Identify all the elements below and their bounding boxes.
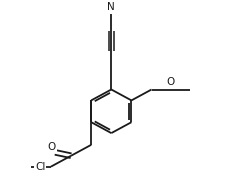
Text: O: O bbox=[47, 142, 56, 152]
Text: Cl: Cl bbox=[35, 163, 45, 172]
Text: O: O bbox=[166, 77, 174, 87]
Text: N: N bbox=[107, 2, 115, 12]
